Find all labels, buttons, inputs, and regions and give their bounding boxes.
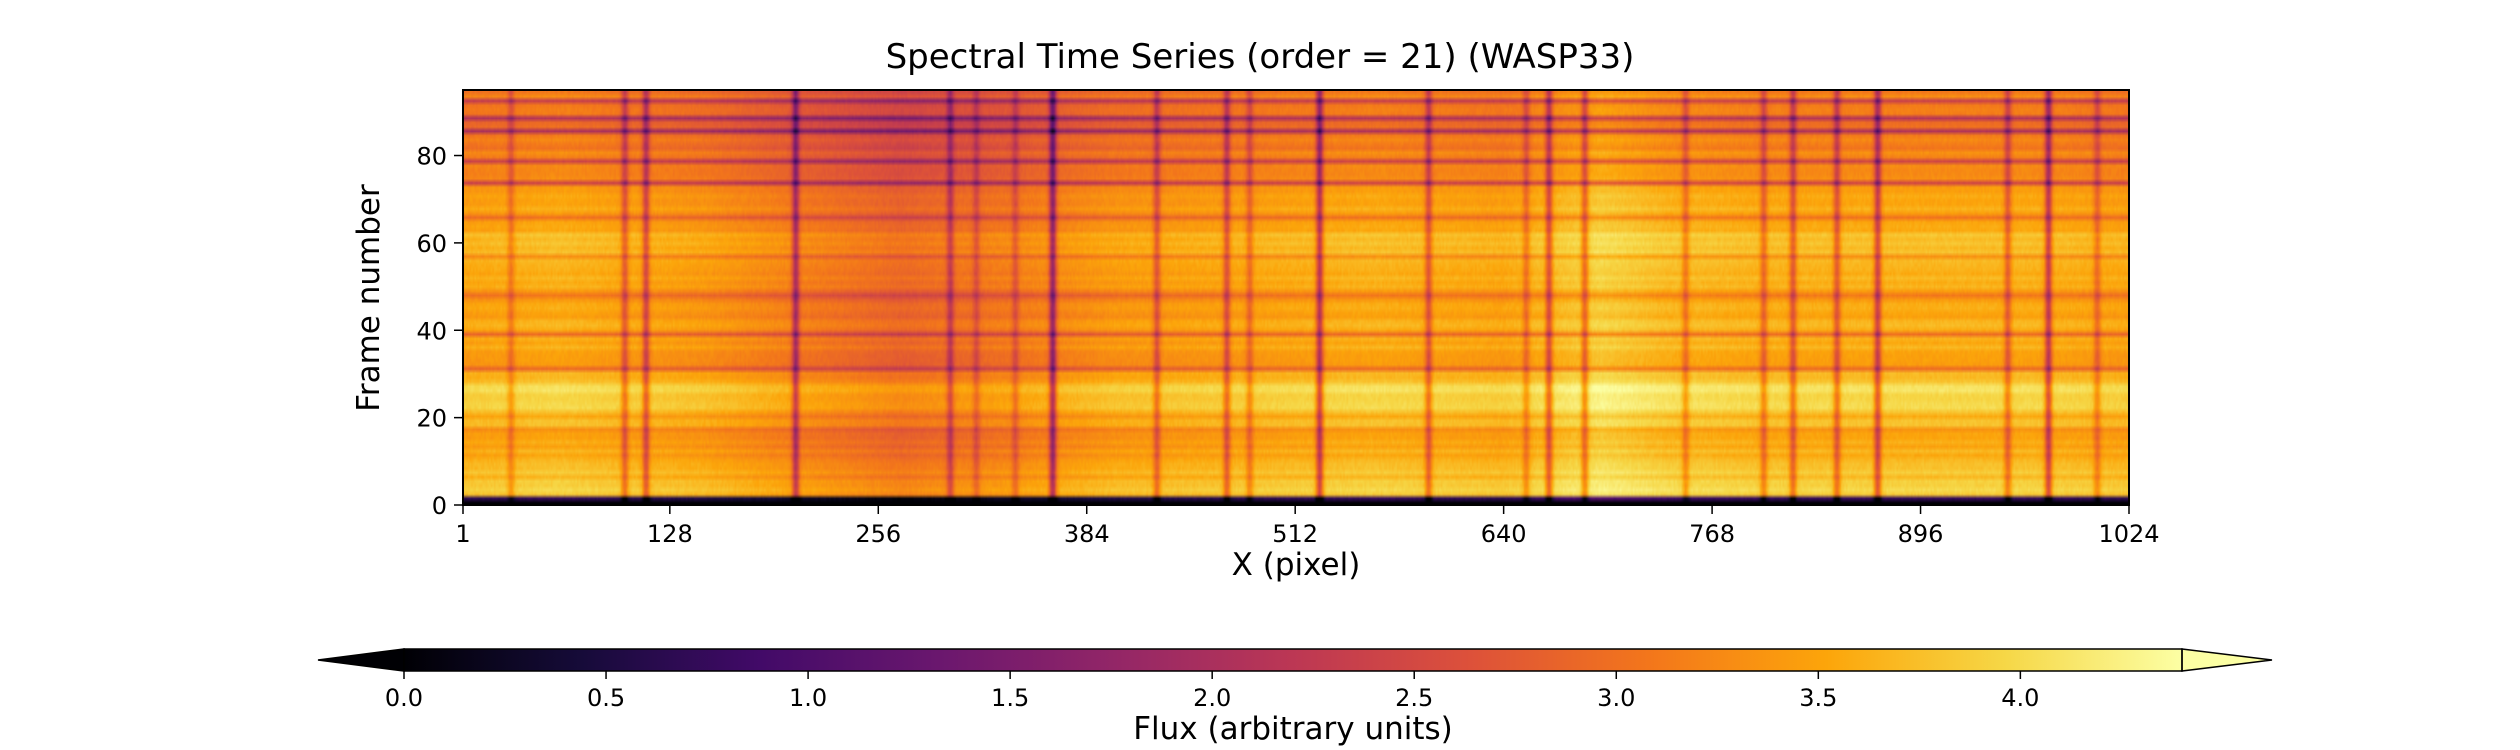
colorbar-tick-label: 0.0	[385, 684, 423, 712]
x-axis: 1 128 256 384 512 640 768 896 1024	[455, 505, 2160, 548]
x-tick-label: 896	[1898, 520, 1944, 548]
colorbar-tick-label: 3.0	[1597, 684, 1635, 712]
x-tick-label: 384	[1064, 520, 1110, 548]
heatmap-image	[463, 90, 2129, 505]
colorbar-tick-label: 1.5	[991, 684, 1029, 712]
y-tick-label: 60	[416, 230, 447, 258]
heatmap-image-container	[463, 90, 2129, 505]
y-tick-label: 40	[416, 317, 447, 345]
colorbar-label: Flux (arbitrary units)	[1133, 711, 1453, 747]
colorbar-frame	[403, 648, 2183, 672]
x-axis-label: X (pixel)	[1232, 547, 1361, 583]
x-tick-label: 256	[855, 520, 901, 548]
x-tick-label: 640	[1481, 520, 1527, 548]
x-tick-label: 1	[455, 520, 470, 548]
y-axis: 0 20 40 60 80	[416, 143, 463, 520]
x-tick-label: 512	[1272, 520, 1318, 548]
x-tick-label: 128	[647, 520, 693, 548]
colorbar-gradient	[404, 649, 2182, 671]
y-tick-label: 0	[432, 492, 447, 520]
heatmap-plot-area	[462, 89, 2130, 506]
colorbar-tick-label: 2.0	[1193, 684, 1231, 712]
chart-title: Spectral Time Series (order = 21) (WASP3…	[886, 37, 1635, 77]
colorbar-extend-min	[317, 648, 405, 672]
y-tick-label: 80	[416, 143, 447, 171]
x-tick-label: 1024	[2098, 520, 2159, 548]
colorbar-tick-label: 3.5	[1799, 684, 1837, 712]
colorbar-tick-label: 4.0	[2001, 684, 2039, 712]
x-tick-label: 768	[1689, 520, 1735, 548]
colorbar-extend-max	[2181, 648, 2273, 672]
colorbar-tick-label: 0.5	[587, 684, 625, 712]
colorbar-tick-label: 1.0	[789, 684, 827, 712]
colorbar-tick-label: 2.5	[1395, 684, 1433, 712]
colorbar-ticks: 0.0 0.5 1.0 1.5 2.0 2.5 3.0 3.5 4.0	[385, 671, 2039, 712]
colorbar: 0.0 0.5 1.0 1.5 2.0 2.5 3.0 3.5 4.0	[317, 648, 2273, 712]
y-axis-label: Frame number	[351, 184, 387, 412]
y-tick-label: 20	[416, 405, 447, 433]
plot-frame	[462, 89, 2130, 506]
